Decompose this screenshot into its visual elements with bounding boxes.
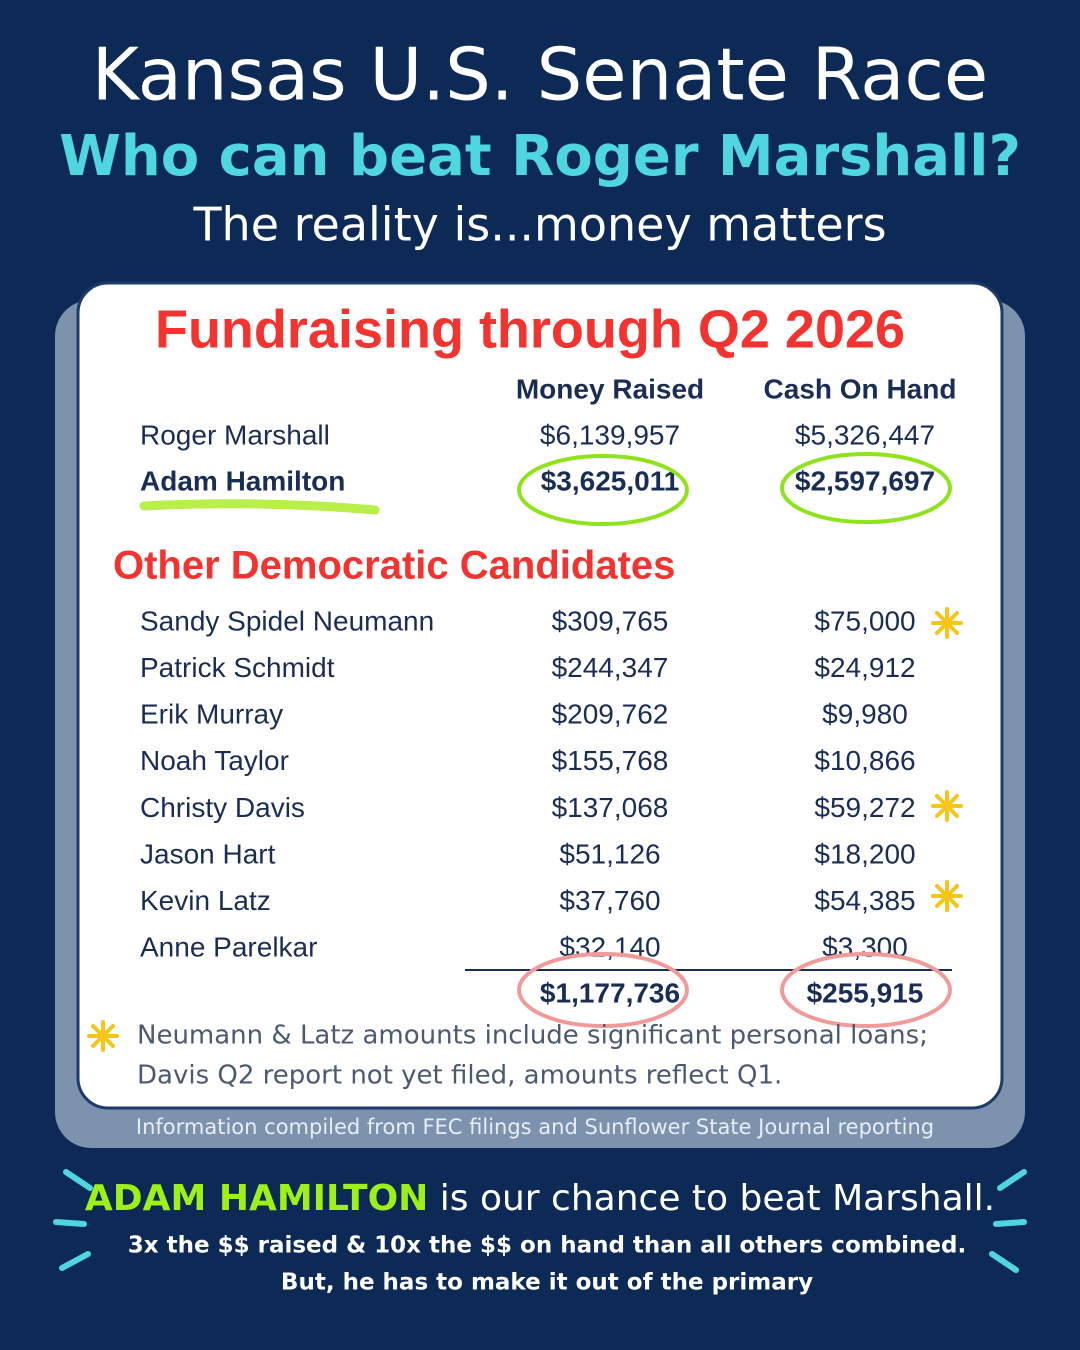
highlight-circle: [780, 452, 952, 524]
footer-highlight: ADAM HAMILTON: [85, 1178, 428, 1219]
name: Noah Taylor: [140, 745, 289, 776]
cash: $10,866: [814, 745, 915, 776]
asterisk: [87, 1020, 119, 1052]
highlight-circle: [517, 454, 689, 526]
source: Information compiled from FEC filings an…: [136, 1115, 934, 1139]
tagline: The reality is...money matters: [192, 198, 886, 252]
asterisk: [931, 607, 963, 639]
asterisk: [931, 880, 963, 912]
total-cash: $255,915: [807, 977, 924, 1008]
raised: $37,760: [559, 885, 660, 916]
cash: $5,326,447: [795, 419, 935, 450]
name: Roger Marshall: [140, 419, 330, 450]
name: Sandy Spidel Neumann: [140, 605, 434, 636]
name: Erik Murray: [140, 699, 283, 730]
name: Kevin Latz: [140, 885, 271, 916]
raised: $309,765: [552, 605, 669, 636]
cash: $24,912: [814, 652, 915, 683]
footnote: Davis Q2 report not yet filed, amounts r…: [137, 1061, 782, 1091]
total-circle: [517, 952, 689, 1028]
name: Adam Hamilton: [140, 465, 345, 496]
name: Christy Davis: [140, 792, 305, 823]
highlight-underline: [139, 499, 380, 515]
cash: $59,272: [814, 792, 915, 823]
decoration: [53, 1169, 1027, 1273]
title: Kansas U.S. Senate Race: [92, 33, 988, 117]
footer-text: is our chance to beat Marshall.: [428, 1178, 995, 1219]
table-title: Fundraising through Q2 2026: [155, 299, 905, 359]
footer-line: But, he has to make it out of the primar…: [281, 1270, 813, 1296]
column-header: Cash On Hand: [764, 373, 957, 404]
subtitle: Who can beat Roger Marshall?: [59, 124, 1021, 189]
total-raised: $1,177,736: [540, 977, 680, 1008]
column-header: Money Raised: [516, 373, 704, 404]
total-circle: [780, 952, 952, 1028]
footer-line: 3x the $$ raised & 10x the $$ on hand th…: [128, 1233, 966, 1259]
raised: $6,139,957: [540, 419, 680, 450]
name: Jason Hart: [140, 838, 276, 869]
cash: $2,597,697: [795, 465, 935, 496]
raised: $244,347: [552, 652, 669, 683]
footnote: Neumann & Latz amounts include significa…: [137, 1021, 928, 1051]
cash: $54,385: [814, 885, 915, 916]
name: Patrick Schmidt: [140, 652, 335, 683]
footer-line: ADAM HAMILTON is our chance to beat Mars…: [85, 1178, 995, 1219]
card: [76, 281, 1004, 1110]
name: Anne Parelkar: [140, 932, 317, 963]
other-rows: Sandy Spidel Neumann $309,765 $75,000 Patri…: [140, 605, 916, 962]
raised: $209,762: [552, 699, 669, 730]
cash: $18,200: [814, 838, 915, 869]
cash: $75,000: [814, 605, 915, 636]
asterisk: [931, 790, 963, 822]
raised: $155,768: [552, 745, 669, 776]
cash: $9,980: [822, 699, 908, 730]
section-title: Other Democratic Candidates: [113, 544, 675, 588]
raised: $3,625,011: [541, 465, 680, 496]
raised: $51,126: [559, 838, 660, 869]
raised: $137,068: [552, 792, 669, 823]
